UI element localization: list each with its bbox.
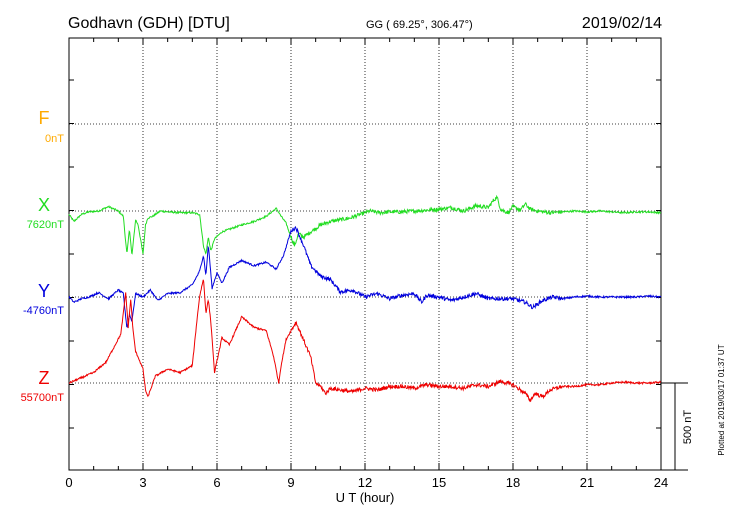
date-label: 2019/02/14 [582,15,662,32]
x-tick-label: 3 [139,475,146,490]
x-tick-label: 18 [506,475,520,490]
x-tick-label: 9 [287,475,294,490]
trace-x [68,194,662,255]
station-title: Godhavn (GDH) [DTU] [68,15,230,32]
trace-z [68,279,662,403]
series-label-x: X [38,195,50,215]
x-tick-label: 6 [213,475,220,490]
x-tick-label: 15 [432,475,446,490]
x-tick-label: 24 [654,475,668,490]
x-tick-label: 0 [65,475,72,490]
series-traces [68,194,662,403]
scale-bar-label: 500 nT [682,410,694,445]
baseline-label-z: 55700nT [21,392,65,404]
axis-ticks [68,38,662,470]
x-tick-labels: 0 3 6 9 12 15 18 21 24 [65,475,668,490]
series-label-y: Y [38,281,50,301]
baseline-label-y: -4760nT [23,305,64,317]
baseline-label-f: 0nT [45,133,64,145]
grid-lines [69,38,661,470]
x-tick-label: 12 [358,475,372,490]
x-axis-label: U T (hour) [336,490,395,505]
trace-y [68,225,662,328]
series-label-z: Z [39,368,50,388]
scale-bar [661,382,688,471]
baseline-label-x: 7620nT [27,219,65,231]
plotted-timestamp: Plotted at 2019/03/17 01:37 UT [717,344,726,455]
station-coordinates: GG ( 69.25°, 306.47°) [366,19,473,31]
x-tick-label: 21 [580,475,594,490]
series-label-f: F [39,108,50,128]
